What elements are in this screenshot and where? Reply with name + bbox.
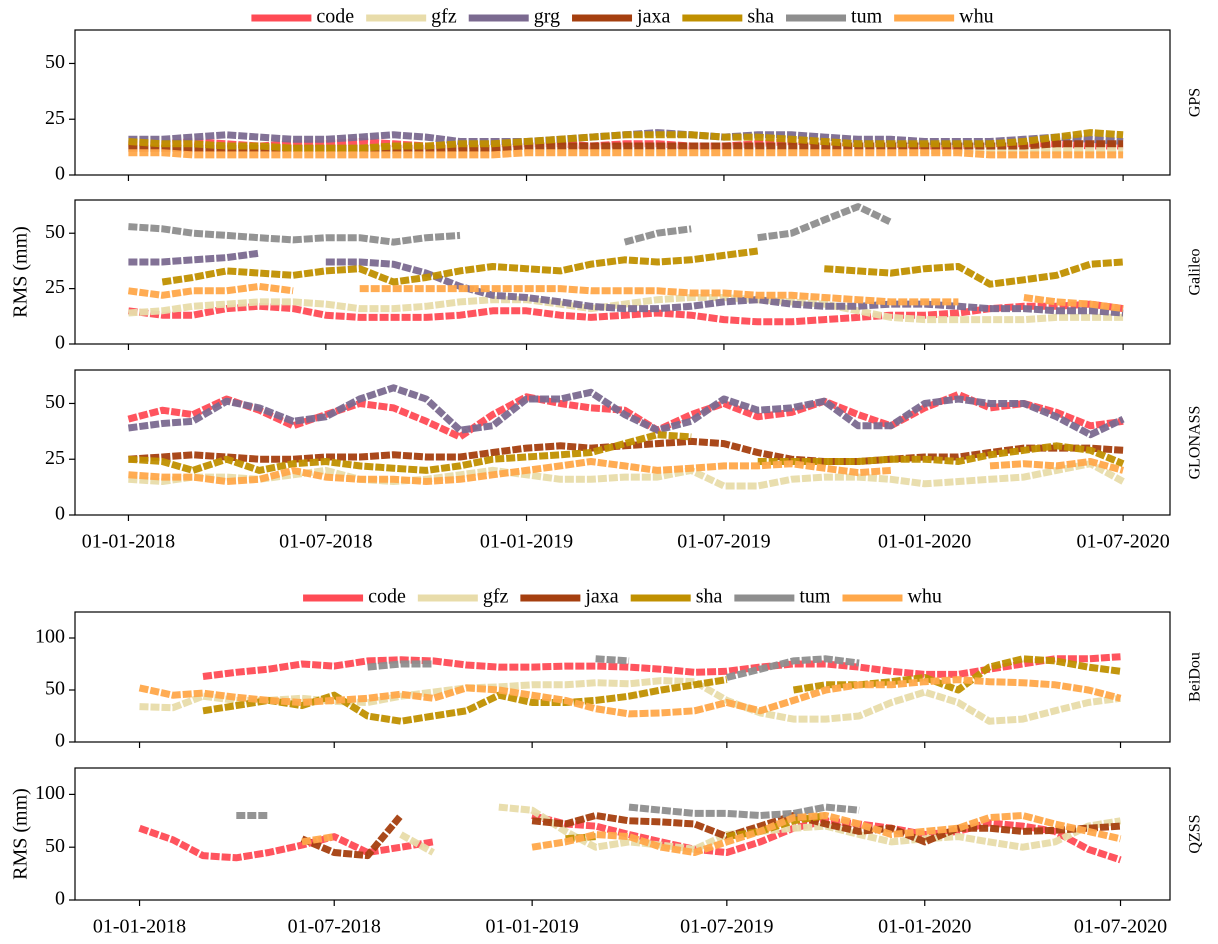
series-line: [128, 437, 1124, 465]
series-line: [127, 391, 1124, 441]
legend-label: sha: [747, 6, 774, 28]
y-axis-label: RMS (mm): [10, 226, 32, 318]
y-tick-label: 50: [45, 391, 65, 413]
series-line: [367, 655, 860, 681]
x-tick-label: 01-07-2019: [680, 916, 773, 938]
legend-label: whu: [907, 586, 941, 608]
x-tick-label: 01-07-2018: [279, 531, 372, 553]
y-tick-label: 0: [55, 503, 65, 525]
series-line: [128, 149, 1124, 159]
x-tick-label: 01-01-2019: [480, 531, 573, 553]
panel-label: GPS: [1187, 88, 1204, 117]
series-line: [128, 458, 1125, 485]
series-line: [301, 812, 1122, 856]
legend-label: code: [368, 586, 406, 608]
x-tick-label: 01-01-2020: [878, 916, 971, 938]
panel-label: BeiDou: [1187, 652, 1204, 702]
y-tick-label: 25: [45, 107, 65, 129]
x-tick-label: 01-01-2018: [93, 916, 186, 938]
x-tick-label: 01-07-2020: [1074, 916, 1167, 938]
legend-label: gfz: [431, 6, 457, 28]
series-line: [300, 812, 1121, 860]
legend-label: jaxa: [636, 6, 670, 28]
legend-label: tum: [851, 6, 883, 28]
legend-label: sha: [696, 586, 723, 608]
panel-label: GLONASS: [1187, 406, 1204, 480]
plot-frame: [74, 611, 1171, 743]
x-tick-label: 01-07-2020: [1076, 531, 1169, 553]
series-line: [236, 803, 860, 819]
plot-frame: [74, 767, 1171, 901]
series-line: [128, 129, 1124, 152]
legend-label: code: [316, 6, 354, 28]
legend-label: gfz: [483, 586, 509, 608]
series-line: [127, 384, 1125, 439]
series-line: [161, 247, 1124, 288]
y-axis-label: RMS (mm): [10, 788, 32, 880]
plot-frame: [74, 369, 1171, 516]
series-line: [128, 203, 893, 246]
series-line: [138, 676, 1122, 718]
plot-frame: [74, 29, 1171, 176]
y-tick-label: 100: [35, 782, 65, 804]
y-tick-label: 50: [45, 221, 65, 243]
x-tick-label: 01-07-2018: [288, 916, 381, 938]
y-tick-label: 0: [55, 163, 65, 185]
plot-frame: [74, 199, 1171, 345]
y-tick-label: 0: [55, 730, 65, 752]
y-tick-label: 50: [45, 51, 65, 73]
panel-label: Galileo: [1187, 248, 1204, 295]
series-line: [202, 653, 1121, 680]
y-tick-label: 0: [55, 888, 65, 910]
legend-label: jaxa: [584, 586, 618, 608]
series-line: [399, 803, 1122, 856]
y-tick-label: 25: [45, 276, 65, 298]
y-tick-label: 25: [45, 447, 65, 469]
series-line: [128, 294, 1124, 324]
x-tick-label: 01-07-2019: [677, 531, 770, 553]
y-tick-label: 0: [55, 332, 65, 354]
x-tick-label: 01-01-2020: [878, 531, 971, 553]
series-line: [128, 460, 1125, 490]
series-line: [127, 300, 1124, 326]
series-line: [128, 431, 1125, 474]
y-tick-label: 50: [45, 678, 65, 700]
x-tick-label: 01-01-2018: [82, 531, 175, 553]
x-tick-label: 01-01-2019: [485, 916, 578, 938]
panel-label: QZSS: [1187, 814, 1204, 853]
series-line: [127, 282, 1124, 313]
legend-label: whu: [959, 6, 993, 28]
legend-label: grg: [534, 6, 560, 28]
legend-label: tum: [799, 586, 831, 608]
series-line: [202, 655, 1121, 725]
y-tick-label: 100: [35, 626, 65, 648]
series-line: [139, 677, 1121, 725]
y-tick-label: 50: [45, 835, 65, 857]
